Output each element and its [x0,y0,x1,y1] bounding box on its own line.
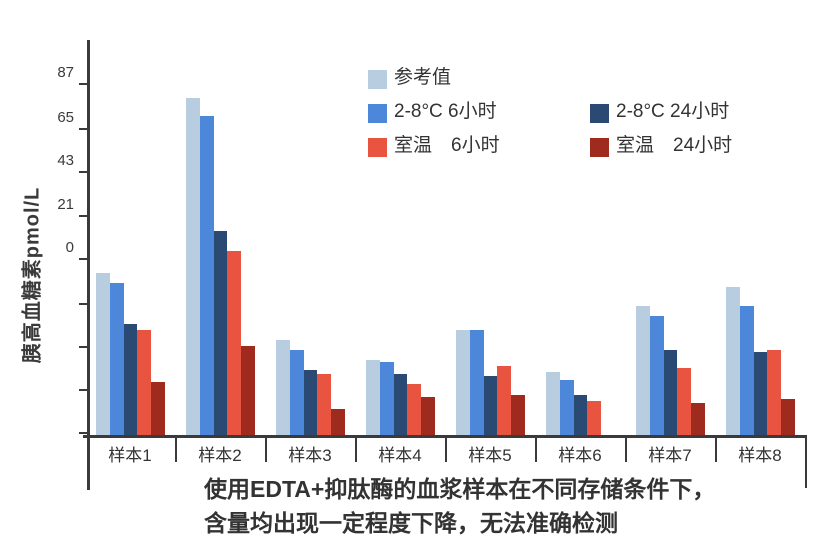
y-tick [79,303,88,305]
bar [753,351,768,435]
bar [137,330,152,435]
sample-group-separator [445,435,447,462]
y-tick-label: 65 [57,109,74,126]
bar [317,373,332,435]
y-tick-label: 0 [65,239,74,256]
bar [511,395,525,435]
bar [497,365,512,435]
y-tick-label: 21 [57,196,74,213]
bar [456,330,470,435]
bar [546,371,560,435]
legend-label: 参考值 [394,67,452,88]
legend-item: 室温 24小时 [590,130,732,157]
sample-group-separator [175,435,177,462]
legend-swatch [368,70,387,89]
sample-label: 样本7 [648,446,692,465]
bar [767,349,782,435]
sample-group-separator [535,435,537,462]
sample-group-separator [355,435,357,462]
bar [227,250,242,435]
y-tick [79,346,88,348]
legend-label: 2-8°C 24小时 [616,101,730,122]
bar [199,116,214,435]
bar [186,98,200,435]
bar [109,282,124,435]
legend-swatch [368,104,387,123]
y-tick [79,128,88,130]
legend-item: 2-8°C 6小时 [368,96,497,123]
legend-swatch [590,138,609,157]
bar [559,379,574,435]
sample-label: 样本3 [288,446,332,465]
legend-label: 室温 6小时 [394,135,500,156]
bar [276,339,290,435]
bar [96,272,110,435]
sample-group-separator [265,435,267,462]
bar [663,349,678,435]
bar [421,397,435,435]
sample-label: 样本8 [738,446,782,465]
plot-right-edge [805,435,807,488]
caption-line-1: 使用EDTA+抑肽酶的血浆样本在不同存储条件下， [204,476,716,502]
bar [393,373,408,435]
bar [781,399,795,435]
bar [407,383,422,435]
y-tick [79,432,88,434]
x-axis-line [83,435,806,438]
bar [123,324,138,435]
bar [151,381,165,435]
sample-label: 样本6 [558,446,602,465]
bar [573,395,588,435]
sample-group-separator [625,435,627,462]
y-axis-line [87,40,90,490]
y-tick-label: 87 [57,64,74,81]
sample-group-separator [715,435,717,462]
y-axis-title: 胰高血糖素pmol/L [21,186,44,364]
sample-label: 样本1 [108,446,152,465]
bar [303,369,318,435]
legend-item: 2-8°C 24小时 [590,96,729,123]
bar [469,330,484,435]
legend-swatch [590,104,609,123]
bar [587,401,602,435]
sample-label: 样本5 [468,446,512,465]
legend-label: 2-8°C 6小时 [394,101,497,122]
y-tick [79,215,88,217]
bar [483,375,498,435]
bar [691,403,705,435]
y-tick-label: 43 [57,152,74,169]
legend-item: 室温 6小时 [368,130,500,157]
bar [289,349,304,435]
y-tick [79,83,88,85]
bar [739,306,754,435]
y-tick [79,258,88,260]
bar [331,409,345,435]
caption: 使用EDTA+抑肽酶的血浆样本在不同存储条件下， 含量均出现一定程度下降，无法准… [204,472,715,540]
y-tick [79,389,88,391]
bar [726,286,740,435]
sample-label: 样本4 [378,446,422,465]
sample-label: 样本2 [198,446,242,465]
y-tick [79,171,88,173]
bar [649,316,664,435]
bar [213,231,228,435]
bar [636,306,650,435]
legend-item: 参考值 [368,62,451,89]
caption-line-2: 含量均出现一定程度下降，无法准确检测 [204,510,618,536]
bar [379,361,394,435]
legend-swatch [368,138,387,157]
bar [677,367,692,435]
bar [241,345,255,435]
legend-label: 室温 24小时 [616,135,733,156]
bar [366,359,380,435]
